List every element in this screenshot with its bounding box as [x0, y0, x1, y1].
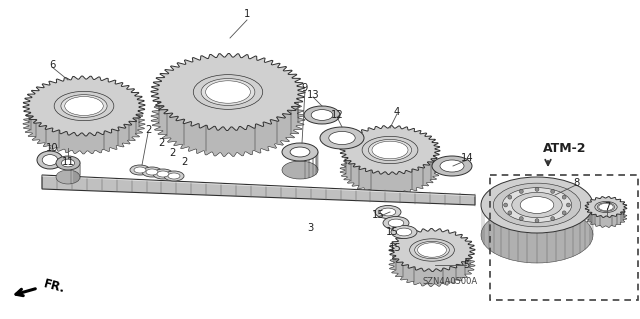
Text: 2: 2 [169, 148, 175, 158]
Ellipse shape [42, 155, 58, 165]
Ellipse shape [168, 173, 180, 179]
Text: 13: 13 [307, 90, 319, 100]
Text: 3: 3 [307, 223, 313, 233]
Ellipse shape [290, 147, 310, 157]
Polygon shape [585, 197, 627, 218]
Circle shape [520, 217, 524, 220]
Ellipse shape [380, 208, 396, 216]
Text: 2: 2 [145, 125, 151, 135]
Ellipse shape [320, 127, 364, 149]
Ellipse shape [595, 201, 617, 212]
Ellipse shape [432, 156, 472, 176]
Ellipse shape [417, 243, 447, 257]
Polygon shape [585, 207, 627, 227]
Ellipse shape [493, 183, 580, 227]
Text: 4: 4 [394, 107, 400, 117]
Ellipse shape [282, 161, 318, 179]
Circle shape [535, 219, 539, 223]
Bar [490, 175, 638, 300]
Polygon shape [23, 76, 145, 136]
Ellipse shape [37, 151, 63, 169]
Ellipse shape [134, 167, 146, 173]
Ellipse shape [61, 95, 107, 117]
Text: 11: 11 [61, 157, 74, 167]
Circle shape [566, 203, 570, 207]
Text: 15: 15 [372, 210, 385, 220]
Ellipse shape [388, 219, 404, 227]
Ellipse shape [372, 141, 408, 159]
Ellipse shape [205, 81, 250, 103]
Ellipse shape [164, 171, 184, 181]
Text: 9: 9 [302, 83, 308, 93]
Ellipse shape [311, 110, 333, 120]
Polygon shape [340, 126, 440, 174]
Ellipse shape [502, 188, 572, 222]
Polygon shape [151, 79, 305, 156]
Text: 14: 14 [461, 153, 474, 163]
Text: 10: 10 [45, 143, 58, 153]
Polygon shape [340, 145, 440, 194]
Ellipse shape [193, 75, 263, 109]
Ellipse shape [597, 203, 614, 211]
Ellipse shape [54, 91, 114, 121]
Ellipse shape [201, 78, 255, 106]
Ellipse shape [391, 226, 417, 239]
Circle shape [535, 187, 539, 191]
Text: 2: 2 [158, 138, 164, 148]
Ellipse shape [61, 159, 75, 167]
Ellipse shape [56, 170, 80, 184]
Ellipse shape [512, 192, 562, 218]
Text: 6: 6 [49, 60, 55, 70]
Ellipse shape [383, 217, 409, 229]
Ellipse shape [520, 197, 554, 213]
Ellipse shape [599, 204, 613, 211]
Ellipse shape [375, 205, 401, 219]
Ellipse shape [153, 169, 173, 179]
Polygon shape [151, 54, 305, 130]
Text: FR.: FR. [42, 277, 67, 295]
Circle shape [562, 195, 566, 199]
Text: 12: 12 [331, 110, 344, 120]
Polygon shape [42, 175, 475, 205]
Ellipse shape [146, 169, 158, 175]
Polygon shape [389, 243, 475, 286]
Text: 1: 1 [244, 9, 250, 19]
Circle shape [550, 189, 555, 193]
Text: 5: 5 [463, 260, 469, 270]
Ellipse shape [56, 156, 80, 170]
Ellipse shape [282, 143, 318, 161]
Text: 8: 8 [573, 178, 579, 188]
Circle shape [504, 203, 508, 207]
Ellipse shape [65, 97, 103, 115]
Circle shape [519, 189, 524, 193]
Circle shape [508, 211, 512, 215]
Text: SZN4A0500A: SZN4A0500A [422, 277, 477, 286]
Text: 15: 15 [386, 227, 398, 237]
Circle shape [508, 195, 512, 199]
Ellipse shape [130, 165, 150, 175]
Ellipse shape [481, 177, 593, 233]
Circle shape [562, 211, 566, 215]
Ellipse shape [362, 136, 418, 164]
Ellipse shape [157, 171, 169, 177]
Ellipse shape [304, 106, 340, 124]
Ellipse shape [369, 139, 412, 160]
Ellipse shape [396, 228, 412, 236]
Ellipse shape [481, 207, 593, 263]
Ellipse shape [415, 241, 449, 259]
Ellipse shape [410, 239, 454, 261]
Circle shape [550, 217, 555, 220]
Text: ATM-2: ATM-2 [543, 142, 587, 154]
Polygon shape [23, 94, 145, 154]
Ellipse shape [329, 131, 355, 145]
Text: 2: 2 [181, 157, 187, 167]
Text: 7: 7 [604, 202, 610, 212]
Text: 15: 15 [388, 243, 401, 253]
Polygon shape [389, 228, 475, 271]
Ellipse shape [142, 167, 162, 177]
Ellipse shape [440, 160, 464, 172]
